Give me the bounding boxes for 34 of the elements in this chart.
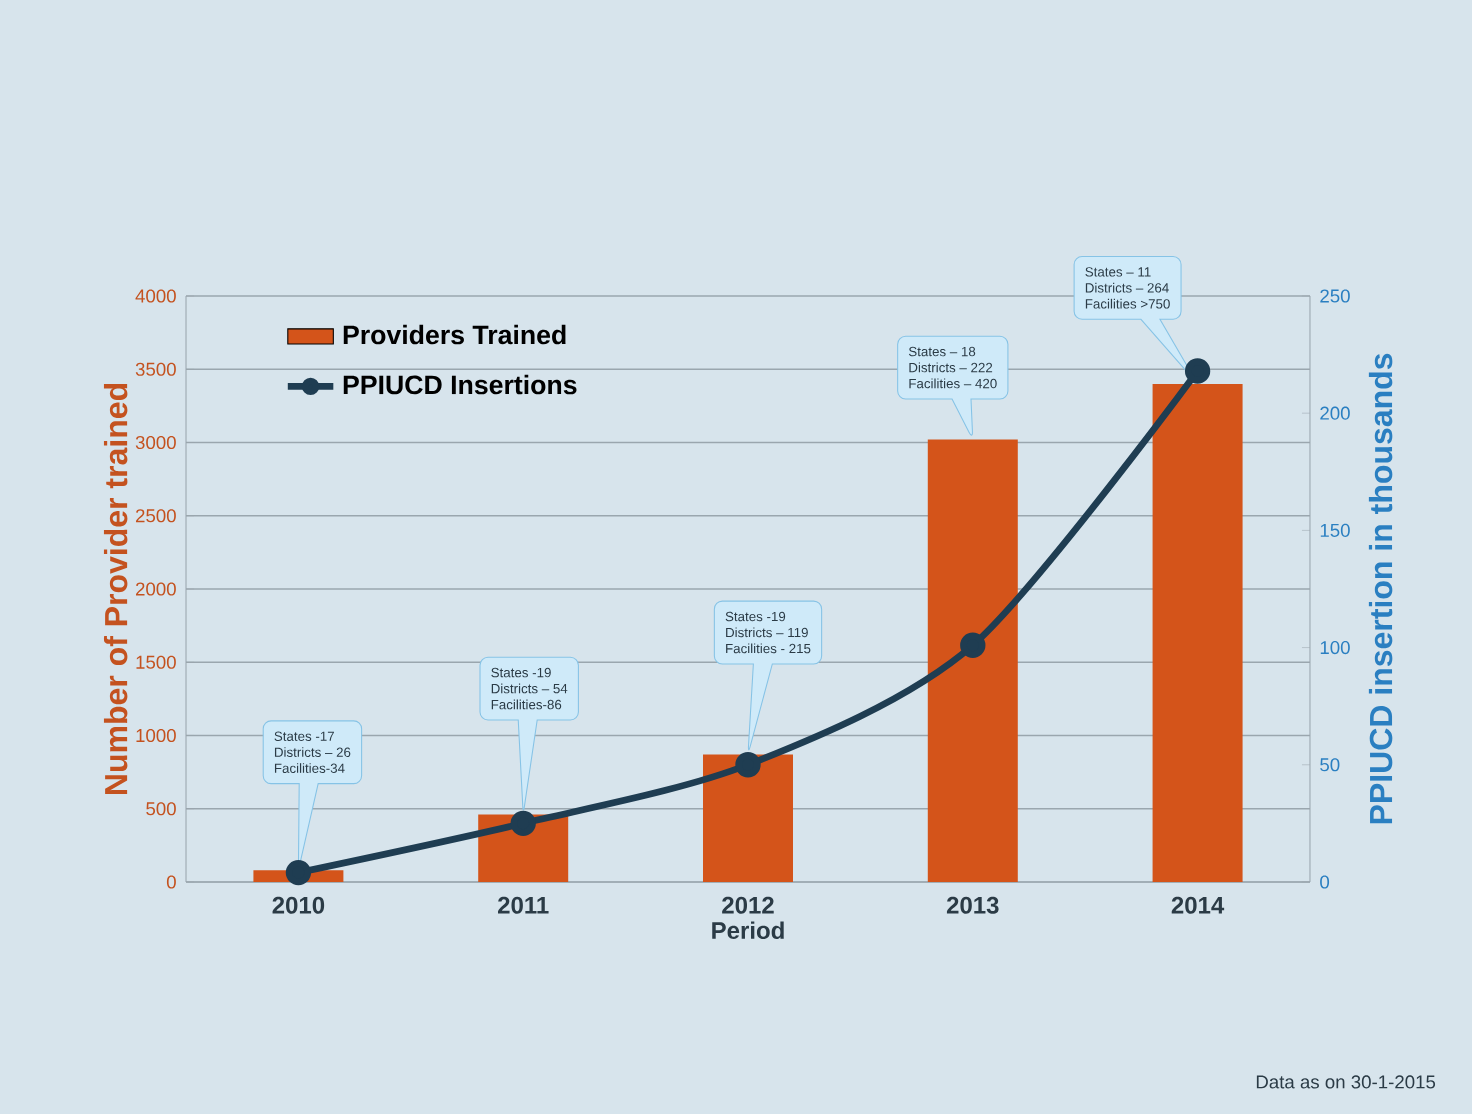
y2-tick-label: 0 bbox=[1320, 875, 1330, 889]
point bbox=[510, 810, 536, 837]
y-axis-title: Number of Provider trained bbox=[103, 383, 128, 794]
y2-axis-title: PPIUCD insertion in thousands bbox=[1368, 353, 1393, 824]
bar bbox=[1152, 383, 1243, 882]
y-tick-label: 500 bbox=[146, 802, 176, 816]
point bbox=[960, 632, 986, 658]
y2-tick-label: 50 bbox=[1320, 758, 1340, 772]
point bbox=[735, 752, 761, 778]
x-tick-label: 2010 bbox=[272, 896, 325, 914]
bar bbox=[703, 754, 793, 882]
y-tick-label: 2000 bbox=[135, 582, 176, 596]
x-axis-title: Period bbox=[712, 921, 784, 940]
y-tick-label: 1500 bbox=[136, 655, 176, 669]
point bbox=[285, 859, 312, 886]
y-tick-label: 2500 bbox=[135, 509, 176, 523]
y-tick-label: 1000 bbox=[136, 728, 176, 743]
x-tick-label: 2014 bbox=[1171, 896, 1225, 914]
y-tick-label: 4000 bbox=[135, 289, 176, 303]
y-tick-label: 0 bbox=[166, 875, 176, 889]
y2-tick-label: 100 bbox=[1320, 641, 1350, 655]
bar bbox=[927, 439, 1018, 882]
y2-tick-label: 150 bbox=[1320, 523, 1350, 537]
legend-label: Providers Trained bbox=[343, 324, 566, 345]
x-tick-label: 2013 bbox=[946, 896, 999, 914]
x-tick-label: 2011 bbox=[498, 896, 549, 914]
y-tick-label: 3500 bbox=[135, 362, 176, 376]
y2-tick-label: 200 bbox=[1320, 406, 1350, 420]
y2-tick-label: 250 bbox=[1320, 289, 1350, 303]
point bbox=[1184, 358, 1211, 384]
legend-label: PPIUCD Insertions bbox=[343, 374, 577, 395]
text: Data as on 30-1-2015 bbox=[1256, 1075, 1436, 1089]
y-tick-label: 3000 bbox=[135, 435, 176, 450]
x-tick-label: 2012 bbox=[722, 896, 774, 914]
